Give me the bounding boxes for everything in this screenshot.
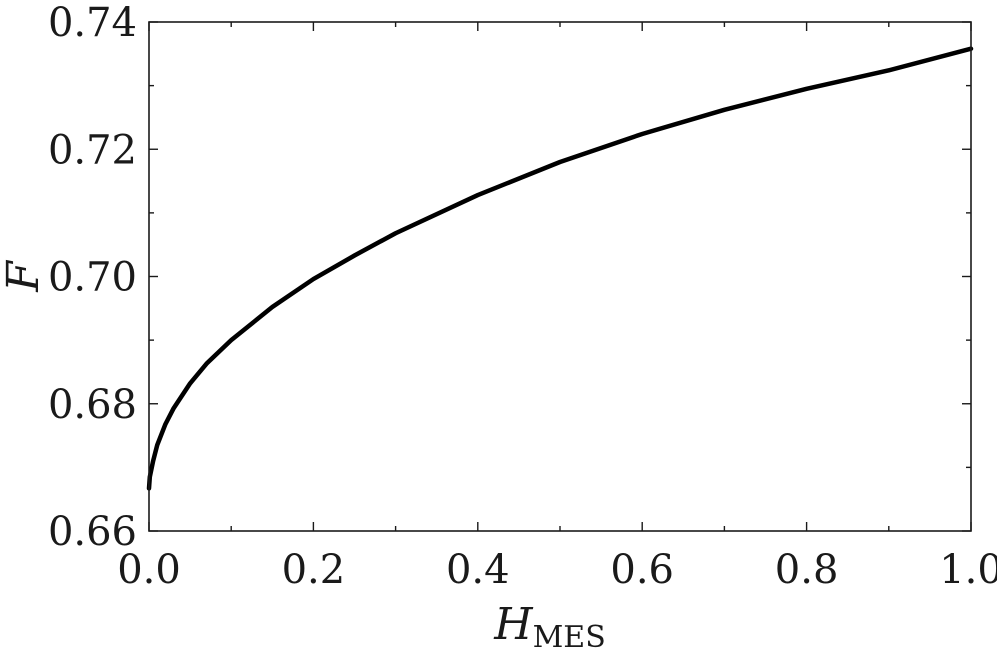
y-tick-label: 0.70 [48, 255, 137, 301]
tick-marks [148, 21, 972, 532]
plot-frame [148, 21, 972, 532]
x-tick-label: 0.2 [282, 547, 346, 593]
y-tick-labels: 0.66 0.68 0.70 0.72 0.74 [48, 0, 137, 555]
x-axis-label: HMES [493, 599, 606, 652]
x-tick-label: 0.8 [775, 547, 839, 593]
y-tick-label: 0.72 [48, 127, 137, 173]
x-tick-label: 1.0 [939, 547, 997, 593]
x-tick-label: 0.6 [610, 547, 674, 593]
x-tick-labels: 0.0 0.2 0.4 0.6 0.8 1.0 [117, 547, 997, 593]
y-axis-label: F [0, 260, 49, 293]
y-tick-label: 0.66 [48, 509, 137, 555]
x-axis-label-main: H [493, 599, 534, 650]
y-tick-label: 0.68 [48, 382, 137, 428]
x-tick-label: 0.0 [117, 547, 181, 593]
y-tick-label: 0.74 [48, 0, 137, 46]
series-line [146, 46, 974, 491]
x-axis-label-subscript: MES [533, 620, 606, 652]
x-tick-label: 0.4 [446, 547, 510, 593]
